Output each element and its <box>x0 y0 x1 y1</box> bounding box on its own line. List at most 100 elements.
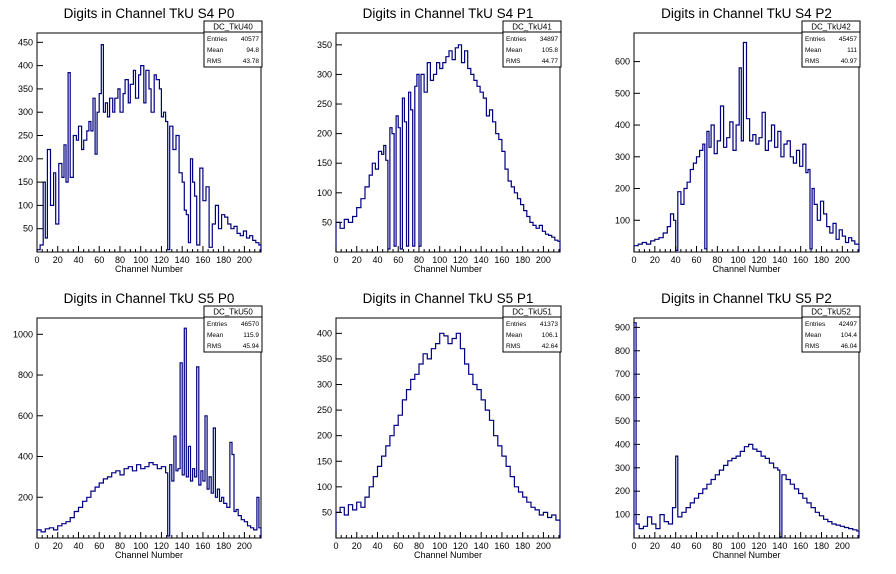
x-tick-label: 180 <box>814 541 829 551</box>
stats-entries-value: 46570 <box>241 321 259 328</box>
x-tick-label: 0 <box>333 541 338 551</box>
x-axis-label: Channel Number <box>712 264 780 274</box>
y-tick-label: 200 <box>317 129 332 139</box>
x-tick-label: 140 <box>474 255 489 265</box>
x-tick-label: 140 <box>175 541 190 551</box>
y-tick-label: 100 <box>18 200 33 210</box>
y-tick-label: 300 <box>18 107 33 117</box>
x-axis-label: Channel Number <box>414 550 482 560</box>
y-tick-label: 600 <box>18 411 33 421</box>
x-tick-label: 40 <box>73 255 83 265</box>
y-tick-label: 150 <box>317 456 332 466</box>
histogram-line <box>36 44 262 252</box>
x-axis-label: Channel Number <box>115 264 183 274</box>
stats-entries-label: Entries <box>805 321 826 328</box>
stats-mean-value: 94.8 <box>246 47 259 54</box>
stats-name: DC_TkU51 <box>512 308 552 317</box>
x-tick-label: 120 <box>154 255 169 265</box>
stats-entries-label: Entries <box>805 36 826 43</box>
stats-box-frame <box>203 305 263 353</box>
y-tick-label: 300 <box>317 380 332 390</box>
x-tick-label: 160 <box>494 541 509 551</box>
y-tick-label: 50 <box>23 224 33 234</box>
x-tick-label: 20 <box>53 255 63 265</box>
stats-entries-label: Entries <box>207 321 228 328</box>
stats-entries-value: 45457 <box>839 36 857 43</box>
x-tick-label: 100 <box>731 541 746 551</box>
x-tick-label: 40 <box>372 255 382 265</box>
x-tick-label: 0 <box>631 255 636 265</box>
stats-name: DC_TkU42 <box>811 23 851 32</box>
stats-box-frame <box>801 20 861 68</box>
stats-rms-value: 44.77 <box>542 58 559 65</box>
stats-box-frame <box>801 305 861 353</box>
panel-1: Digits in Channel TkU S4 P0 0 20 40 60 80 100 1… <box>18 6 263 274</box>
stats-name: DC_TkU52 <box>811 308 851 317</box>
stats-rms-label: RMS <box>207 343 222 350</box>
y-tick-label: 500 <box>615 88 630 98</box>
x-tick-label: 20 <box>352 541 362 551</box>
x-tick-label: 140 <box>772 541 787 551</box>
x-tick-label: 200 <box>835 255 850 265</box>
stats-mean-value: 106.1 <box>542 332 559 339</box>
stats-box: DC_TkU42 Entries 45457 Mean 111 RMS 40.97 <box>801 20 861 68</box>
y-tick-label: 450 <box>18 37 33 47</box>
x-tick-label: 60 <box>691 541 701 551</box>
y-tick-label: 50 <box>322 217 332 227</box>
y-tick-label: 800 <box>615 346 630 356</box>
y-tick-label: 200 <box>18 154 33 164</box>
stats-entries-value: 34897 <box>540 36 558 43</box>
x-tick-label: 180 <box>515 255 530 265</box>
stats-box-frame <box>502 305 562 353</box>
y-tick-label: 150 <box>18 177 33 187</box>
stats-rms-label: RMS <box>207 58 222 65</box>
stats-mean-value: 105.8 <box>542 47 559 54</box>
stats-rms-value: 45.94 <box>243 343 260 350</box>
y-tick-label: 300 <box>317 69 332 79</box>
y-tick-label: 100 <box>317 188 332 198</box>
stats-rms-value: 42.64 <box>542 343 559 350</box>
histogram-line <box>36 327 262 538</box>
x-tick-label: 0 <box>631 541 636 551</box>
x-tick-label: 120 <box>751 255 766 265</box>
y-tick-label: 100 <box>317 482 332 492</box>
stats-mean-value: 111 <box>847 47 857 54</box>
chart-title: Digits in Channel TkU S4 P1 <box>363 6 534 21</box>
x-tick-label: 100 <box>133 541 148 551</box>
y-tick-label: 400 <box>18 452 33 462</box>
y-tick-label: 200 <box>317 431 332 441</box>
stats-box: DC_TkU41 Entries 34897 Mean 105.8 RMS 44.77 <box>502 20 562 68</box>
x-tick-label: 60 <box>691 255 701 265</box>
x-tick-label: 120 <box>453 255 468 265</box>
x-tick-label: 100 <box>731 255 746 265</box>
panel-4: Digits in Channel TkU S5 P0 0 20 40 60 80 100 1… <box>13 291 263 560</box>
plot-frame <box>335 317 561 539</box>
chart-title: Digits in Channel TkU S4 P0 <box>64 6 235 21</box>
x-axis-label: Channel Number <box>712 550 780 560</box>
y-tick-label: 200 <box>615 486 630 496</box>
x-tick-label: 120 <box>453 541 468 551</box>
x-tick-label: 80 <box>712 255 722 265</box>
stats-entries-label: Entries <box>207 36 228 43</box>
histogram-line <box>335 44 561 252</box>
stats-mean-value: 115.9 <box>243 332 259 339</box>
stats-mean-label: Mean <box>207 332 224 339</box>
plot-frame <box>36 317 262 539</box>
stats-rms-label: RMS <box>805 58 820 65</box>
y-tick-label: 400 <box>317 328 332 338</box>
x-tick-label: 160 <box>195 541 210 551</box>
chart-title: Digits in Channel TkU S5 P1 <box>363 291 534 306</box>
stats-rms-label: RMS <box>506 343 521 350</box>
stats-mean-label: Mean <box>207 47 224 54</box>
y-tick-label: 600 <box>615 393 630 403</box>
histogram-line <box>633 41 860 252</box>
x-tick-label: 140 <box>474 541 489 551</box>
stats-entries-value: 41373 <box>540 321 558 328</box>
x-tick-label: 180 <box>216 255 231 265</box>
stats-box-frame <box>502 20 562 68</box>
stats-box: DC_TkU51 Entries 41373 Mean 106.1 RMS 42.64 <box>502 305 562 353</box>
x-tick-label: 40 <box>671 255 681 265</box>
stats-mean-label: Mean <box>805 47 822 54</box>
y-tick-label: 50 <box>322 507 332 517</box>
chart-title: Digits in Channel TkU S5 P2 <box>661 291 832 306</box>
